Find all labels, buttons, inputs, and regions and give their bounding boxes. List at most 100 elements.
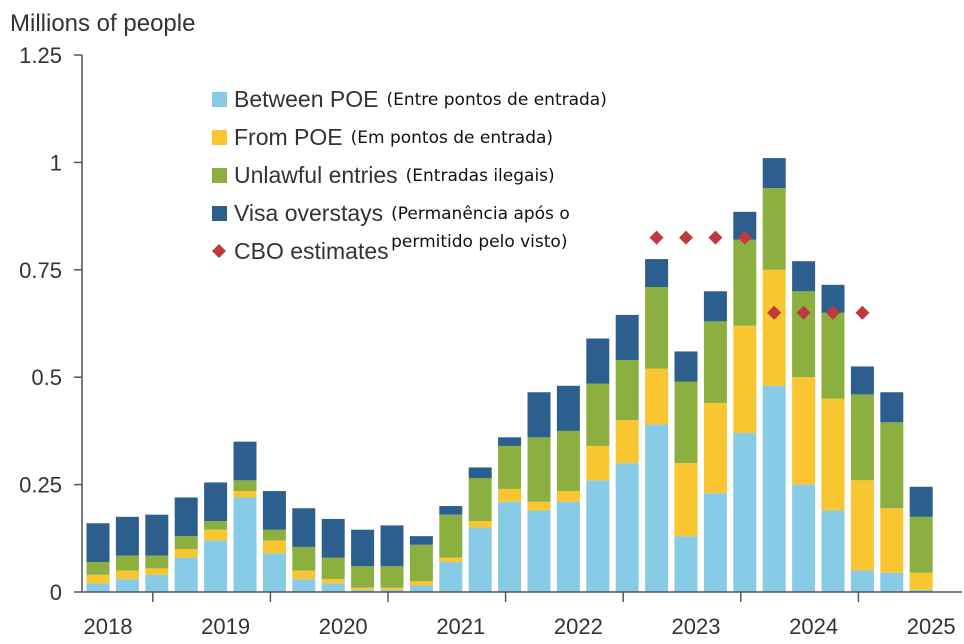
bar-segment-between-poe	[262, 553, 286, 592]
bar-segment-visa-overstays	[821, 284, 845, 313]
legend-swatch	[212, 168, 227, 183]
bar-segment-from-poe	[645, 368, 669, 425]
legend-marker-swatch	[212, 244, 226, 258]
bar-segment-unlawful-entries	[115, 555, 139, 571]
bar-segment-unlawful-entries	[439, 514, 463, 558]
y-axis-title: Millions of people	[10, 10, 195, 37]
bar-segment-visa-overstays	[880, 392, 904, 423]
y-tick-label: 0.5	[31, 365, 62, 390]
cbo-estimate-marker	[649, 230, 664, 245]
bar-segment-from-poe	[792, 377, 816, 485]
bar-segment-visa-overstays	[468, 467, 492, 479]
legend-note: (Entradas ilegais)	[406, 166, 555, 186]
bar-segment-between-poe	[204, 540, 228, 592]
bar-segment-visa-overstays	[439, 506, 463, 515]
bar-segment-from-poe	[380, 587, 404, 590]
bar-segment-unlawful-entries	[233, 480, 257, 492]
bar-segment-visa-overstays	[145, 514, 169, 556]
bar-segment-visa-overstays	[850, 366, 874, 395]
cbo-estimate-marker	[826, 305, 840, 320]
bar-segment-between-poe	[586, 480, 610, 592]
bar-segment-unlawful-entries	[409, 544, 433, 582]
bar-segment-between-poe	[674, 536, 698, 592]
bar-segment-from-poe	[86, 574, 110, 584]
y-tick-label: 1.25	[19, 43, 62, 68]
bar-segment-from-poe	[262, 540, 286, 554]
bar-segment-between-poe	[821, 510, 845, 592]
bar-segment-between-poe	[468, 527, 492, 592]
bar-segment-from-poe	[233, 491, 257, 498]
bar-segment-unlawful-entries	[556, 430, 580, 492]
bar-segment-visa-overstays	[586, 338, 610, 384]
bar-segment-from-poe	[674, 463, 698, 537]
x-tick-label: 2024	[789, 614, 838, 639]
bars-group	[86, 158, 933, 592]
bar-segment-from-poe	[586, 445, 610, 481]
bar-segment-between-poe	[762, 385, 786, 592]
legend-label: Unlawful entries	[234, 162, 398, 188]
bar-segment-from-poe	[204, 529, 228, 541]
bar-segment-from-poe	[498, 488, 522, 502]
bar-segment-between-poe	[380, 589, 404, 592]
bar-segment-between-poe	[351, 589, 375, 592]
x-tick-label: 2019	[201, 614, 250, 639]
bar-segment-visa-overstays	[498, 437, 522, 446]
axes-group	[81, 55, 962, 593]
bar-segment-from-poe	[527, 501, 551, 511]
bar-segment-unlawful-entries	[351, 566, 375, 588]
legend-label: Visa overstays	[234, 200, 383, 226]
cbo-estimate-marker	[767, 305, 782, 320]
bar-segment-unlawful-entries	[645, 286, 669, 369]
bar-segment-between-poe	[527, 510, 551, 592]
bar-segment-unlawful-entries	[262, 529, 286, 541]
legend-note: (Entre pontos de entrada)	[386, 90, 606, 110]
bar-segment-unlawful-entries	[733, 239, 757, 326]
bar-segment-from-poe	[351, 587, 375, 590]
bar-segment-unlawful-entries	[909, 516, 933, 573]
bar-segment-visa-overstays	[115, 516, 139, 556]
bar-segment-between-poe	[880, 572, 904, 592]
bar-segment-between-poe	[733, 433, 757, 592]
bar-segment-from-poe	[439, 557, 463, 562]
bar-segment-unlawful-entries	[204, 521, 228, 530]
legend-swatch	[212, 92, 227, 107]
bar-segment-unlawful-entries	[615, 360, 639, 421]
bar-segment-visa-overstays	[733, 211, 757, 240]
bar-segment-between-poe	[792, 484, 816, 592]
bar-segment-between-poe	[292, 579, 316, 592]
bar-segment-visa-overstays	[762, 158, 786, 189]
bar-segment-unlawful-entries	[850, 394, 874, 481]
bar-segment-unlawful-entries	[821, 312, 845, 399]
legend-note: (Em pontos de entrada)	[351, 128, 553, 148]
bar-segment-between-poe	[409, 585, 433, 592]
legend-note: (Permanência após o	[391, 204, 570, 224]
bar-segment-from-poe	[409, 581, 433, 586]
cbo-markers-group	[649, 230, 870, 320]
cbo-estimate-marker	[855, 305, 870, 320]
bar-segment-from-poe	[174, 549, 198, 558]
bar-segment-from-poe	[821, 398, 845, 511]
bar-segment-visa-overstays	[292, 508, 316, 547]
cbo-estimate-marker	[796, 305, 811, 320]
y-tick-label: 0.25	[19, 473, 62, 498]
bar-segment-from-poe	[115, 570, 139, 580]
bar-segment-between-poe	[556, 501, 580, 592]
bar-segment-unlawful-entries	[380, 566, 404, 588]
bar-segment-from-poe	[292, 570, 316, 580]
bar-segment-visa-overstays	[909, 486, 933, 517]
bar-segment-unlawful-entries	[527, 437, 551, 502]
bar-segment-visa-overstays	[204, 482, 228, 522]
bar-segment-from-poe	[762, 269, 786, 386]
bar-segment-between-poe	[645, 424, 669, 592]
legend-label: Between POE	[234, 86, 378, 112]
bar-segment-unlawful-entries	[674, 381, 698, 464]
bar-segment-from-poe	[850, 480, 874, 571]
legend-label: From POE	[234, 124, 343, 150]
x-tick-label: 2023	[672, 614, 721, 639]
bar-segment-between-poe	[909, 589, 933, 592]
bar-segment-between-poe	[615, 463, 639, 592]
bar-segment-from-poe	[321, 579, 345, 584]
bar-segment-between-poe	[850, 570, 874, 592]
bar-segment-between-poe	[233, 497, 257, 592]
bar-segment-between-poe	[703, 493, 727, 592]
